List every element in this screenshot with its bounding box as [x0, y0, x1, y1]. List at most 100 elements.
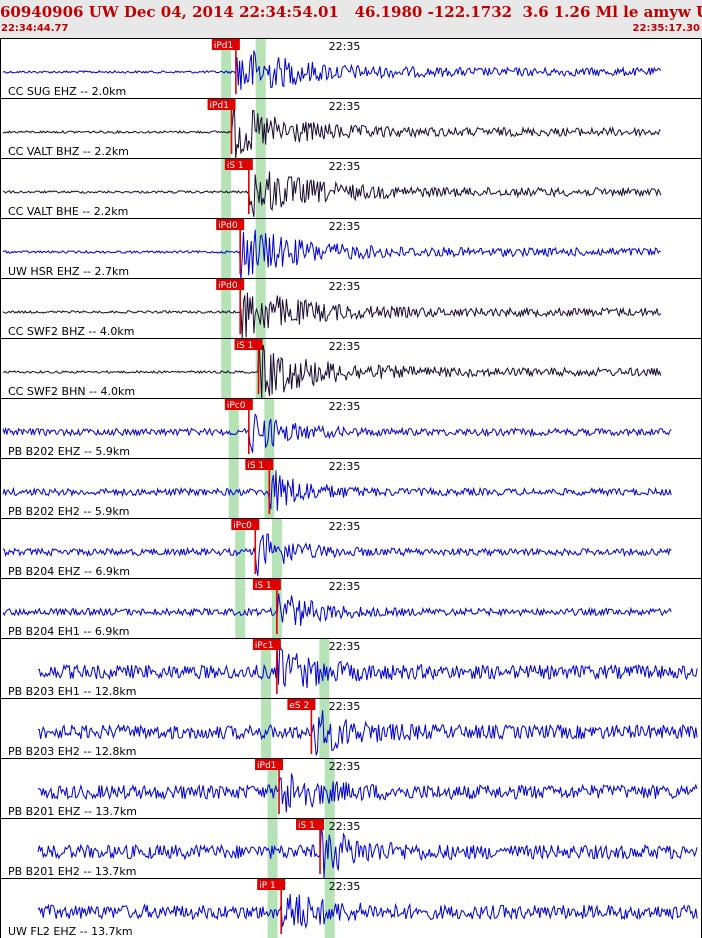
phase-pick-label: iPc0 — [227, 401, 246, 411]
minute-tick-label: 22:35 — [329, 220, 361, 233]
phase-pick-box — [287, 699, 316, 710]
analysis-window — [221, 158, 232, 218]
analysis-window — [324, 758, 335, 818]
minute-tick-label: 22:35 — [329, 580, 361, 593]
waveform-trace — [2, 292, 662, 339]
minute-tick-label: 22:35 — [329, 340, 361, 353]
minute-tick-label: 22:35 — [329, 400, 361, 413]
phase-pick-label: iS 1 — [227, 161, 244, 171]
phase-pick-label: iPd1 — [214, 41, 233, 51]
phase-pick-box — [216, 219, 245, 230]
trace-panel: iS 1 22:35 PB B201 EH2 -- 13.7km — [0, 818, 702, 879]
station-label: PB B203 EH2 -- 12.8km — [8, 745, 136, 758]
analysis-window — [261, 638, 272, 698]
station-label: PB B203 EH1 -- 12.8km — [8, 685, 136, 698]
minute-tick-label: 22:35 — [329, 280, 361, 293]
minute-tick-label: 22:35 — [329, 820, 361, 833]
phase-pick-label: iPc1 — [255, 641, 274, 651]
waveform-trace — [37, 827, 698, 879]
phase-pick-box — [231, 519, 260, 530]
trace-panel: eS 2 22:35 PB B203 EH2 -- 12.8km — [0, 698, 702, 759]
waveform-trace — [2, 50, 662, 90]
analysis-window — [267, 878, 278, 938]
station-label: CC VALT BHE -- 2.2km — [8, 205, 128, 218]
waveform-trace — [38, 710, 698, 756]
analysis-window — [221, 278, 232, 338]
phase-pick-label: iS 1 — [247, 461, 264, 471]
trace-panel: iPc0 22:35 PB B204 EHZ -- 6.9km — [0, 518, 702, 579]
phase-pick-box — [296, 819, 325, 830]
minute-tick-label: 22:35 — [329, 100, 361, 113]
trace-panel: iPc1 22:35 PB B203 EH1 -- 12.8km — [0, 638, 702, 699]
minute-tick-label: 22:35 — [329, 520, 361, 533]
analysis-window — [255, 218, 266, 278]
waveform-trace — [2, 104, 661, 159]
waveform-trace — [37, 644, 698, 688]
minute-tick-label: 22:35 — [329, 880, 361, 893]
trace-panel: iPd1 22:35 CC VALT BHZ -- 2.2km — [0, 98, 702, 159]
trace-panel: iPd0 22:35 CC SWF2 BHZ -- 4.0km — [0, 278, 702, 339]
phase-pick-box — [211, 39, 240, 50]
phase-pick-label: iPd0 — [218, 221, 238, 231]
phase-pick-box — [252, 639, 281, 650]
station-label: PB B204 EHZ -- 6.9km — [8, 565, 130, 578]
analysis-window — [255, 278, 266, 338]
waveform-trace — [2, 229, 662, 281]
waveform-trace — [2, 470, 672, 511]
minute-tick-label: 22:35 — [329, 160, 361, 173]
waveform-trace — [2, 413, 672, 453]
trace-panel: iPd1 22:35 CC SUG EHZ -- 2.0km — [0, 38, 702, 99]
minute-tick-label: 22:35 — [329, 40, 361, 53]
phase-pick-label: iPc0 — [233, 521, 252, 531]
analysis-window — [221, 98, 232, 158]
analysis-window — [324, 878, 335, 938]
analysis-window — [255, 38, 266, 98]
analysis-window — [267, 758, 278, 818]
phase-pick-box — [245, 459, 274, 470]
phase-pick-label: iP 1 — [259, 881, 276, 891]
station-label: PB B201 EH2 -- 13.7km — [8, 865, 136, 878]
minute-tick-label: 22:35 — [329, 760, 361, 773]
station-label: PB B204 EH1 -- 6.9km — [8, 625, 129, 638]
end-time-label: 22:35:17.30 — [632, 23, 700, 34]
phase-pick-box — [224, 399, 253, 410]
waveform-trace — [37, 893, 698, 930]
event-header: 60940906 UW Dec 04, 2014 22:34:54.01 46.… — [0, 0, 702, 39]
trace-panel: iP 1 22:35 UW FL2 EHZ -- 13.7km — [0, 878, 702, 938]
waveform-trace — [2, 342, 662, 400]
station-label: UW FL2 EHZ -- 13.7km — [8, 925, 133, 938]
phase-pick-label: iPd1 — [210, 101, 229, 111]
phase-pick-box — [252, 579, 281, 590]
analysis-window — [221, 218, 232, 278]
analysis-window — [324, 818, 335, 878]
phase-pick-label: iPd0 — [218, 281, 238, 291]
seismogram-plot: iPd1 22:35 CC SUG EHZ -- 2.0km iPd1 22:35 CC … — [0, 38, 702, 938]
station-label: PB B202 EH2 -- 5.9km — [8, 505, 129, 518]
trace-panel: iPd1 22:35 PB B201 EHZ -- 13.7km — [0, 758, 702, 819]
waveform-trace — [2, 593, 672, 627]
analysis-window — [261, 698, 272, 758]
phase-pick-box — [216, 279, 245, 290]
phase-pick-box — [207, 99, 236, 110]
phase-pick-box — [257, 879, 286, 890]
trace-panel: iPd0 22:35 UW HSR EHZ -- 2.7km — [0, 218, 702, 281]
phase-pick-box — [224, 159, 253, 170]
trace-panel: iPc0 22:35 PB B202 EHZ -- 5.9km — [0, 398, 702, 459]
waveform-trace — [2, 171, 662, 217]
start-time-label: 22:34:44.77 — [1, 23, 69, 34]
event-title: 60940906 UW Dec 04, 2014 22:34:54.01 46.… — [0, 3, 702, 21]
trace-panel: iS 1 22:35 PB B202 EH2 -- 5.9km — [0, 458, 702, 519]
analysis-window — [319, 698, 330, 758]
station-label: PB B202 EHZ -- 5.9km — [8, 445, 130, 458]
analysis-window — [235, 518, 246, 578]
trace-panel: iS 1 22:35 CC SWF2 BHN -- 4.0km — [0, 338, 702, 400]
trace-panel: iS 1 22:35 PB B204 EH1 -- 6.9km — [0, 578, 702, 639]
station-label: CC SWF2 BHZ -- 4.0km — [8, 325, 134, 338]
analysis-window — [221, 338, 232, 398]
station-label: CC SUG EHZ -- 2.0km — [8, 85, 126, 98]
analysis-window — [228, 398, 239, 458]
waveform-trace — [37, 773, 698, 813]
minute-tick-label: 22:35 — [329, 460, 361, 473]
analysis-window — [255, 98, 266, 158]
trace-panel: iS 1 22:35 CC VALT BHE -- 2.2km — [0, 158, 702, 219]
